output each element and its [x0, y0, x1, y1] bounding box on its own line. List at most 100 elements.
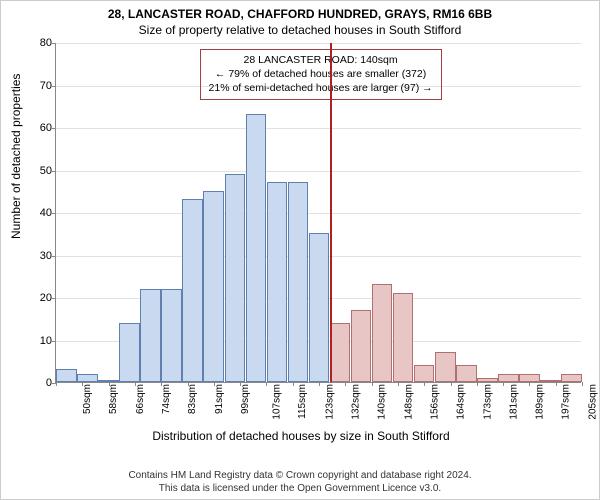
xtick-label: 173sqm: [482, 384, 493, 420]
ytick-label: 10: [40, 335, 52, 347]
ytick-label: 80: [40, 37, 52, 49]
xtick-label: 58sqm: [108, 384, 119, 414]
histogram-bar: [540, 380, 561, 382]
xtick-mark: [529, 382, 530, 386]
histogram-bar: [182, 199, 203, 382]
histogram-bar: [77, 374, 98, 383]
ytick-mark: [52, 256, 56, 257]
histogram-bar: [372, 284, 393, 382]
xtick-mark: [319, 382, 320, 386]
histogram-bar: [56, 369, 77, 382]
xtick-mark: [477, 382, 478, 386]
ytick-label: 50: [40, 165, 52, 177]
xtick-mark: [109, 382, 110, 386]
xtick-mark: [266, 382, 267, 386]
gridline: [56, 128, 581, 129]
ytick-label: 30: [40, 250, 52, 262]
ytick-label: 60: [40, 122, 52, 134]
histogram-bar: [561, 374, 582, 383]
marker-line: [330, 43, 332, 382]
histogram-bar: [498, 374, 519, 383]
xtick-label: 74sqm: [161, 384, 172, 414]
x-axis-label: Distribution of detached houses by size …: [1, 429, 600, 443]
histogram-bar: [140, 289, 161, 383]
infobox-line3: 21% of semi-detached houses are larger (…: [209, 81, 433, 95]
xtick-mark: [161, 382, 162, 386]
ytick-label: 0: [46, 377, 52, 389]
xtick-label: 140sqm: [377, 384, 388, 420]
ytick-mark: [52, 341, 56, 342]
gridline: [56, 86, 581, 87]
xtick-mark: [424, 382, 425, 386]
xtick-mark: [82, 382, 83, 386]
histogram-bar: [351, 310, 372, 382]
histogram-bar: [309, 233, 330, 382]
xtick-label: 107sqm: [272, 384, 283, 420]
gridline: [56, 213, 581, 214]
ytick-label: 20: [40, 292, 52, 304]
ytick-mark: [52, 43, 56, 44]
footer-attribution: Contains HM Land Registry data © Crown c…: [1, 469, 599, 495]
xtick-label: 115sqm: [297, 384, 308, 419]
histogram-bar: [393, 293, 414, 382]
xtick-mark: [582, 382, 583, 386]
histogram-bar: [225, 174, 246, 382]
xtick-mark: [214, 382, 215, 386]
histogram-bar: [477, 378, 498, 382]
ytick-mark: [52, 171, 56, 172]
xtick-label: 164sqm: [456, 384, 467, 420]
histogram-bar: [203, 191, 224, 382]
ytick-mark: [52, 298, 56, 299]
xtick-label: 123sqm: [324, 384, 335, 420]
chart-area: Number of detached properties 28 LANCAST…: [1, 39, 600, 447]
gridline: [56, 43, 581, 44]
xtick-label: 148sqm: [403, 384, 414, 420]
y-axis-label: Number of detached properties: [9, 74, 23, 239]
footer-line1: Contains HM Land Registry data © Crown c…: [1, 469, 599, 482]
xtick-label: 50sqm: [82, 384, 93, 414]
xtick-label: 181sqm: [508, 384, 519, 420]
xtick-label: 83sqm: [187, 384, 198, 414]
chart-subtitle: Size of property relative to detached ho…: [1, 21, 599, 37]
xtick-mark: [293, 382, 294, 386]
plot-region: 28 LANCASTER ROAD: 140sqm ← 79% of detac…: [55, 43, 581, 383]
histogram-bar: [267, 182, 288, 382]
infobox-line2: ← 79% of detached houses are smaller (37…: [209, 67, 433, 81]
xtick-mark: [451, 382, 452, 386]
histogram-bar: [246, 114, 267, 382]
histogram-bar: [435, 352, 456, 382]
histogram-bar: [519, 374, 540, 383]
infobox-line1: 28 LANCASTER ROAD: 140sqm: [209, 53, 433, 67]
ytick-mark: [52, 86, 56, 87]
ytick-mark: [52, 128, 56, 129]
chart-title: 28, LANCASTER ROAD, CHAFFORD HUNDRED, GR…: [1, 1, 599, 21]
histogram-bar: [456, 365, 477, 382]
xtick-label: 156sqm: [429, 384, 440, 420]
ytick-label: 40: [40, 207, 52, 219]
ytick-label: 70: [40, 80, 52, 92]
xtick-mark: [188, 382, 189, 386]
histogram-bar: [161, 289, 182, 383]
gridline: [56, 171, 581, 172]
histogram-bar: [330, 323, 351, 383]
xtick-label: 99sqm: [240, 384, 251, 414]
xtick-label: 189sqm: [535, 384, 546, 420]
xtick-label: 197sqm: [561, 384, 572, 420]
xtick-mark: [398, 382, 399, 386]
marker-infobox: 28 LANCASTER ROAD: 140sqm ← 79% of detac…: [200, 49, 442, 100]
histogram-bar: [119, 323, 140, 383]
histogram-bar: [288, 182, 309, 382]
xtick-mark: [135, 382, 136, 386]
xtick-label: 91sqm: [214, 384, 225, 414]
xtick-mark: [372, 382, 373, 386]
xtick-mark: [556, 382, 557, 386]
xtick-mark: [345, 382, 346, 386]
ytick-mark: [52, 213, 56, 214]
footer-line2: This data is licensed under the Open Gov…: [1, 482, 599, 495]
histogram-bar: [414, 365, 435, 382]
xtick-mark: [56, 382, 57, 386]
xtick-label: 132sqm: [351, 384, 362, 420]
xtick-mark: [240, 382, 241, 386]
xtick-label: 205sqm: [587, 384, 598, 420]
xtick-mark: [503, 382, 504, 386]
